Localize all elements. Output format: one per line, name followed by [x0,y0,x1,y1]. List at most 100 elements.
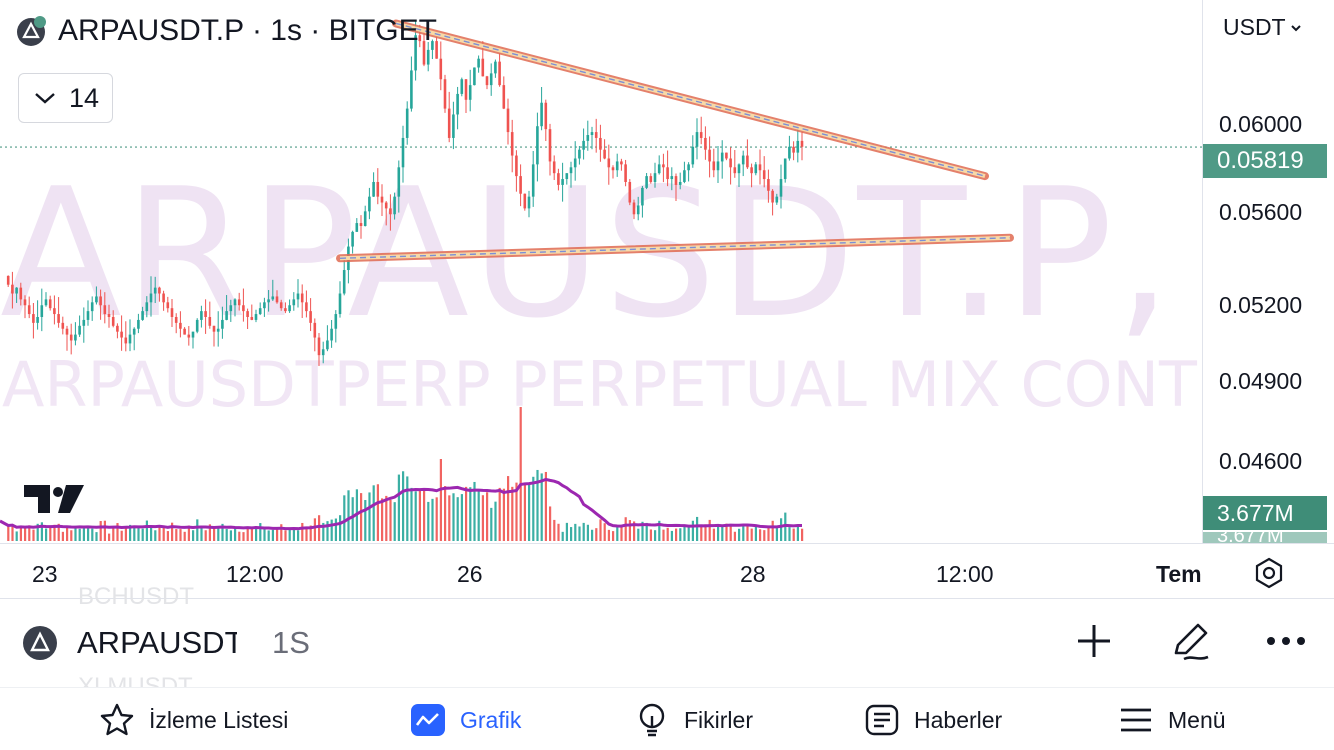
candle-body [729,158,732,168]
price-axis[interactable]: USDT 0.06000 0.05819 0.05600 0.05200 0.0… [1202,0,1334,546]
volume-bar [469,487,472,541]
symbol-header[interactable]: ARPAUSDT.P · 1s · BITGET [16,14,437,48]
candle-body [19,287,23,300]
candle-body [326,340,329,350]
volume-bar [780,518,783,541]
nav-ideas-label: Fikirler [684,706,753,733]
candle-body [515,155,518,177]
volume-bar [628,520,631,541]
indicator-toggle-button[interactable]: 14 [18,73,113,123]
candle-body [200,311,203,320]
volume-bar [582,522,585,541]
volume-bar [721,526,724,541]
candle-body [338,293,342,315]
volume-bar [532,476,535,541]
candle-body [624,164,627,182]
volume-bar [423,489,426,541]
candle-body [636,205,640,215]
candle-body [132,328,136,335]
volume-bar [318,515,321,541]
volume-ma-line [0,477,803,531]
more-dots-icon [1267,637,1305,645]
nav-menu[interactable]: Menü [1118,702,1226,738]
volume-bar [66,527,69,541]
more-button[interactable] [1264,619,1308,663]
candle-body [788,146,791,159]
volume-bar [494,501,497,541]
symbol-search-button[interactable]: ARPAUSDT.P [77,625,237,660]
volume-bar [334,518,337,541]
price-chart[interactable] [0,0,1202,543]
candle-body [741,155,745,165]
nav-news[interactable]: Haberler [864,702,1002,738]
volume-bar [255,526,258,541]
candle-body [342,270,346,294]
time-axis[interactable]: 23 12:00 26 28 12:00 Tem [0,543,1334,599]
candle-body [519,176,522,194]
chart-area[interactable]: ARPAUSDT.P, 1s ARPAUSDTPERP PERPETUAL MI… [0,0,1202,543]
candle-body [128,334,132,344]
candle-body [704,137,707,150]
volume-bar [767,527,770,541]
volume-bar [683,525,686,541]
volume-bar [402,471,405,541]
candle-body [695,132,699,147]
nav-menu-label: Menü [1168,706,1226,733]
candle-body [506,108,510,133]
candle-body [653,173,657,182]
volume-bar [78,528,81,541]
candle-body [86,311,90,320]
candle-body [191,331,195,338]
currency-selector[interactable]: USDT [1223,14,1302,41]
price-tick: 0.06000 [1219,111,1303,137]
interval-button[interactable]: 1S [272,625,310,660]
candle-body [620,161,623,165]
volume-bar [486,492,489,541]
nav-chart[interactable]: Grafik [410,702,521,738]
volume-bar [179,529,182,541]
price-tick: 0.05600 [1219,199,1303,225]
nav-watchlist[interactable]: İzleme Listesi [99,702,288,738]
news-icon [865,704,899,736]
candle-body [27,305,31,315]
candle-body [212,325,216,332]
volume-bar [565,522,568,541]
volume-bar [95,532,98,541]
candle-body [431,41,434,50]
candle-body [771,190,774,203]
volume-bar [414,491,417,541]
chart-settings-button[interactable] [1252,556,1286,590]
volume-bar [708,519,711,541]
volume-bar [175,529,178,541]
candle-body [611,167,615,171]
candle-body [607,158,611,168]
candle-body [494,61,497,74]
volume-bar [284,530,287,541]
nav-ideas[interactable]: Fikirler [634,702,753,738]
candle-body [137,319,140,329]
candle-body [162,293,165,303]
drawing-tools-button[interactable] [1168,619,1212,663]
volume-bar [120,530,123,541]
volume-bar [796,525,799,541]
candle-body [573,158,577,168]
volume-bar [427,501,430,541]
add-button[interactable] [1072,619,1116,663]
candle-body [204,311,207,317]
volume-bar [435,497,438,541]
tradingview-logo-icon[interactable] [22,483,86,520]
volume-bar [288,528,291,541]
candle-body [725,152,728,159]
volume-bar [704,524,707,541]
volume-bar [19,525,22,541]
candle-body [36,316,39,323]
volume-bar [171,522,174,541]
candle-body [687,164,690,171]
volume-bar [217,527,220,541]
volume-bar [297,530,300,541]
candle-body [330,328,333,341]
volume-bar [213,528,216,541]
candle-body [216,328,220,332]
volume-bar [406,476,409,541]
candle-body [6,275,10,285]
